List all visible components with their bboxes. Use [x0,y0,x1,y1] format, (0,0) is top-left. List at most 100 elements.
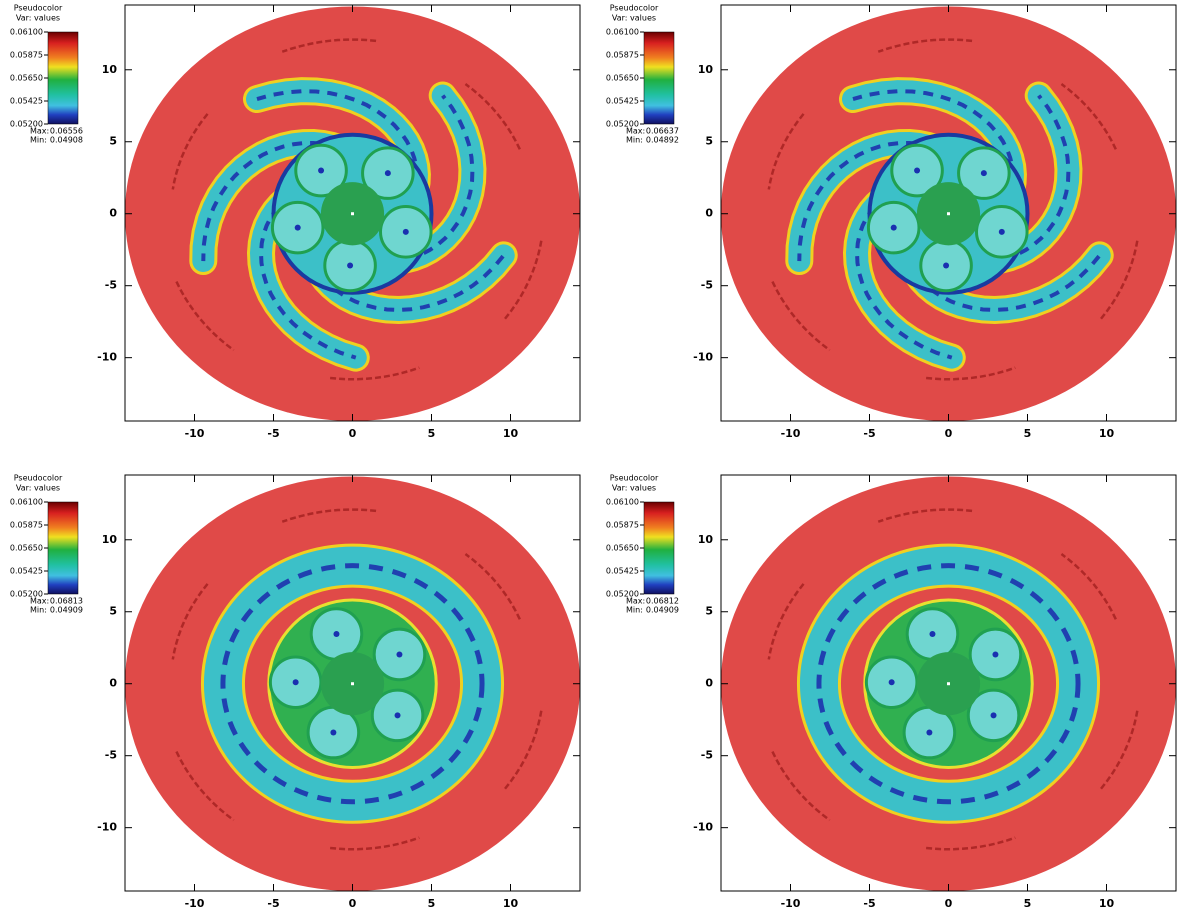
vortex-core [318,167,325,174]
y-tick-label: -5 [701,749,713,762]
colorbar-label: 0.05425 [10,97,43,106]
colorbar [643,501,675,595]
colorbar-label: 0.05425 [10,567,43,576]
colorbar [643,31,675,125]
legend-variable: Var: values [16,14,60,23]
vortex-core [990,712,997,719]
min-label: Min: [30,606,47,615]
legend-title: Pseudocolor [610,4,659,13]
vortex-core [292,679,299,686]
y-tick-label: -10 [693,821,713,834]
colorbar-label: 0.06100 [606,28,639,37]
x-tick-label: -10 [185,427,205,440]
vortex-core [992,651,999,658]
vortex-core [384,170,391,177]
y-tick-label: -5 [105,279,117,292]
plot-area [125,475,580,891]
wave-arc [171,583,209,660]
max-value: 0.06556 [50,127,83,136]
x-tick-label: -10 [185,897,205,908]
colorbar-label: 0.05650 [606,74,639,83]
x-tick-label: 10 [503,897,519,908]
y-tick-label: -5 [701,279,713,292]
wave-arc [504,709,543,790]
y-tick-label: -10 [97,351,117,364]
vortex-core [890,224,897,231]
max-value: 0.06812 [646,597,679,606]
min-label: Min: [30,136,47,145]
vortex-core [330,729,337,736]
x-tick-label: 5 [1024,427,1032,440]
colorbar-label: 0.05200 [606,590,639,599]
max-label: Max: [626,597,645,606]
x-tick-label: -5 [267,427,279,440]
vortex-core [396,651,403,658]
colorbar-label: 0.05200 [10,120,43,129]
wave-arc [767,583,805,660]
colorbar-label: 0.05875 [10,51,43,60]
y-tick-label: 10 [102,533,118,546]
vortex-core [394,712,401,719]
wave-arc [925,366,1016,381]
wave-arc [504,239,543,320]
wave-arc [771,750,831,822]
colorbar-label: 0.06100 [10,28,43,37]
y-tick-label: -10 [693,351,713,364]
colorbar-label: 0.05650 [10,544,43,553]
wave-arc [1060,83,1117,150]
vortex-core [914,167,921,174]
x-tick-label: 5 [428,897,436,908]
min-value: 0.04909 [50,606,83,615]
center-dot [351,682,354,686]
legend-title: Pseudocolor [14,4,63,13]
colorbar-label: 0.05200 [606,120,639,129]
x-tick-label: -5 [863,897,875,908]
colorbar [47,501,79,595]
wave-arc [771,280,831,352]
center-dot [351,212,354,216]
wave-arc [175,280,235,352]
colorbar-label: 0.05200 [10,590,43,599]
ring-core [816,563,1081,805]
y-tick-label: 0 [705,677,713,690]
y-tick-label: -10 [97,821,117,834]
x-tick-label: 10 [1099,897,1115,908]
max-label: Max: [30,127,49,136]
vortex-core [926,729,933,736]
colorbar-label: 0.06100 [606,498,639,507]
min-value: 0.04909 [646,606,679,615]
legend-variable: Var: values [612,484,656,493]
x-tick-label: 0 [945,427,953,440]
x-tick-label: 0 [349,897,357,908]
colorbar-label: 0.05875 [10,521,43,530]
wave-arc [329,366,420,381]
colorbar-label: 0.05650 [10,74,43,83]
x-tick-label: 10 [503,427,519,440]
min-value: 0.04908 [50,136,83,145]
wave-arc [464,83,521,150]
y-tick-label: 0 [705,207,713,220]
y-tick-label: 5 [109,605,117,618]
x-tick-label: -10 [781,897,801,908]
vortex-core [402,228,409,235]
y-tick-label: 0 [109,207,117,220]
vortex-core [888,679,895,686]
wave-arc [925,836,1016,851]
x-tick-label: 0 [349,427,357,440]
legend-title: Pseudocolor [610,474,659,483]
y-tick-label: 5 [705,135,713,148]
colorbar-label: 0.06100 [10,498,43,507]
x-tick-label: -10 [781,427,801,440]
wave-arc [1100,239,1139,320]
wave-arc [464,553,521,620]
colorbar-label: 0.05425 [606,567,639,576]
y-tick-label: 10 [698,63,714,76]
plot-area [721,475,1176,891]
vortex-core [294,224,301,231]
x-tick-label: 0 [945,897,953,908]
y-tick-label: 5 [705,605,713,618]
